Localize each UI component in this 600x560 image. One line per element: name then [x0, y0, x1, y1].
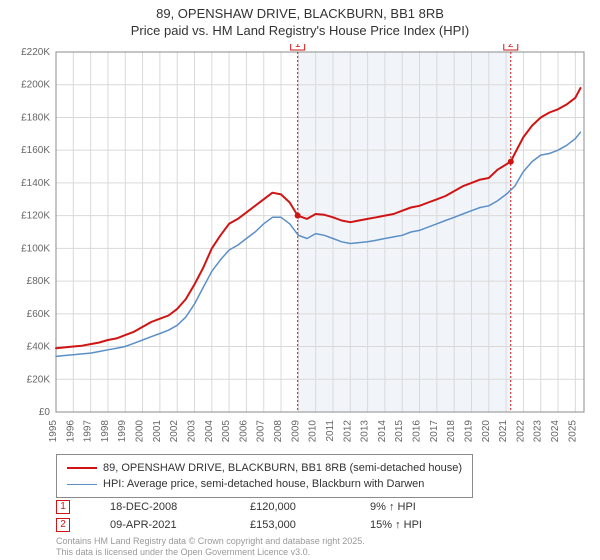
svg-text:2000: 2000: [135, 420, 146, 443]
svg-text:1996: 1996: [65, 420, 76, 443]
svg-text:2020: 2020: [481, 420, 492, 443]
data-point-date: 09-APR-2021: [110, 519, 210, 531]
svg-text:£180K: £180K: [21, 112, 50, 123]
svg-text:2024: 2024: [550, 420, 561, 443]
svg-text:£220K: £220K: [21, 47, 50, 58]
svg-text:£200K: £200K: [21, 80, 50, 91]
svg-text:2003: 2003: [186, 420, 197, 443]
attribution-text: Contains HM Land Registry data © Crown c…: [56, 536, 365, 558]
svg-text:2009: 2009: [290, 420, 301, 443]
chart-title-subtitle: Price paid vs. HM Land Registry's House …: [0, 21, 600, 38]
svg-text:£20K: £20K: [27, 374, 51, 385]
svg-text:£80K: £80K: [27, 276, 51, 287]
svg-text:£160K: £160K: [21, 145, 50, 156]
data-point-price: £120,000: [250, 501, 330, 513]
svg-text:1998: 1998: [100, 420, 111, 443]
svg-text:2006: 2006: [238, 420, 249, 443]
legend-swatch: [67, 467, 97, 469]
chart-container: 89, OPENSHAW DRIVE, BLACKBURN, BB1 8RB P…: [0, 0, 600, 560]
svg-text:2019: 2019: [463, 420, 474, 443]
svg-text:2025: 2025: [567, 420, 578, 443]
svg-text:£0: £0: [39, 407, 51, 418]
svg-text:2015: 2015: [394, 420, 405, 443]
svg-text:£60K: £60K: [27, 309, 51, 320]
svg-text:2007: 2007: [256, 420, 267, 443]
svg-text:2012: 2012: [342, 420, 353, 443]
data-point-table: 1 18-DEC-2008 £120,000 9% ↑ HPI 2 09-APR-2021…: [56, 498, 422, 534]
svg-text:2002: 2002: [169, 420, 180, 443]
svg-text:2021: 2021: [498, 420, 509, 443]
svg-text:£40K: £40K: [27, 342, 51, 353]
data-point-marker: 2: [56, 518, 70, 532]
svg-text:1995: 1995: [48, 420, 59, 443]
svg-text:2017: 2017: [429, 420, 440, 443]
svg-text:2: 2: [508, 44, 514, 50]
data-point-date: 18-DEC-2008: [110, 501, 210, 513]
data-point-row: 1 18-DEC-2008 £120,000 9% ↑ HPI: [56, 498, 422, 516]
svg-text:2022: 2022: [515, 420, 526, 443]
svg-text:1999: 1999: [117, 420, 128, 443]
chart-title-address: 89, OPENSHAW DRIVE, BLACKBURN, BB1 8RB: [0, 0, 600, 21]
legend-label: 89, OPENSHAW DRIVE, BLACKBURN, BB1 8RB (…: [103, 462, 462, 474]
data-point-price: £153,000: [250, 519, 330, 531]
data-point-delta: 15% ↑ HPI: [370, 519, 422, 531]
data-point-delta: 9% ↑ HPI: [370, 501, 416, 513]
svg-text:2010: 2010: [308, 420, 319, 443]
svg-text:1997: 1997: [83, 420, 94, 443]
svg-text:2004: 2004: [204, 420, 215, 443]
line-chart-svg: £0 £20K £40K £60K £80K £100K £120K £140K £160K £1…: [8, 44, 592, 444]
legend-swatch: [67, 484, 97, 485]
svg-text:2008: 2008: [273, 420, 284, 443]
chart-plot-area: £0 £20K £40K £60K £80K £100K £120K £140K £160K £1…: [8, 44, 592, 444]
svg-text:2005: 2005: [221, 420, 232, 443]
svg-text:2013: 2013: [360, 420, 371, 443]
svg-text:2016: 2016: [412, 420, 423, 443]
legend-row: HPI: Average price, semi-detached house,…: [67, 476, 462, 492]
legend-row: 89, OPENSHAW DRIVE, BLACKBURN, BB1 8RB (…: [67, 460, 462, 476]
svg-text:2018: 2018: [446, 420, 457, 443]
svg-text:2014: 2014: [377, 420, 388, 443]
svg-text:£120K: £120K: [21, 211, 50, 222]
attribution-line2: This data is licensed under the Open Gov…: [56, 547, 365, 558]
attribution-line1: Contains HM Land Registry data © Crown c…: [56, 536, 365, 547]
svg-text:2023: 2023: [533, 420, 544, 443]
data-point-marker: 1: [56, 500, 70, 514]
svg-text:1: 1: [295, 44, 301, 50]
data-point-row: 2 09-APR-2021 £153,000 15% ↑ HPI: [56, 516, 422, 534]
legend: 89, OPENSHAW DRIVE, BLACKBURN, BB1 8RB (…: [56, 454, 473, 498]
legend-label: HPI: Average price, semi-detached house,…: [103, 478, 424, 490]
svg-text:£140K: £140K: [21, 178, 50, 189]
svg-text:2011: 2011: [325, 420, 336, 442]
svg-text:2001: 2001: [152, 420, 163, 443]
svg-text:£100K: £100K: [21, 243, 50, 254]
